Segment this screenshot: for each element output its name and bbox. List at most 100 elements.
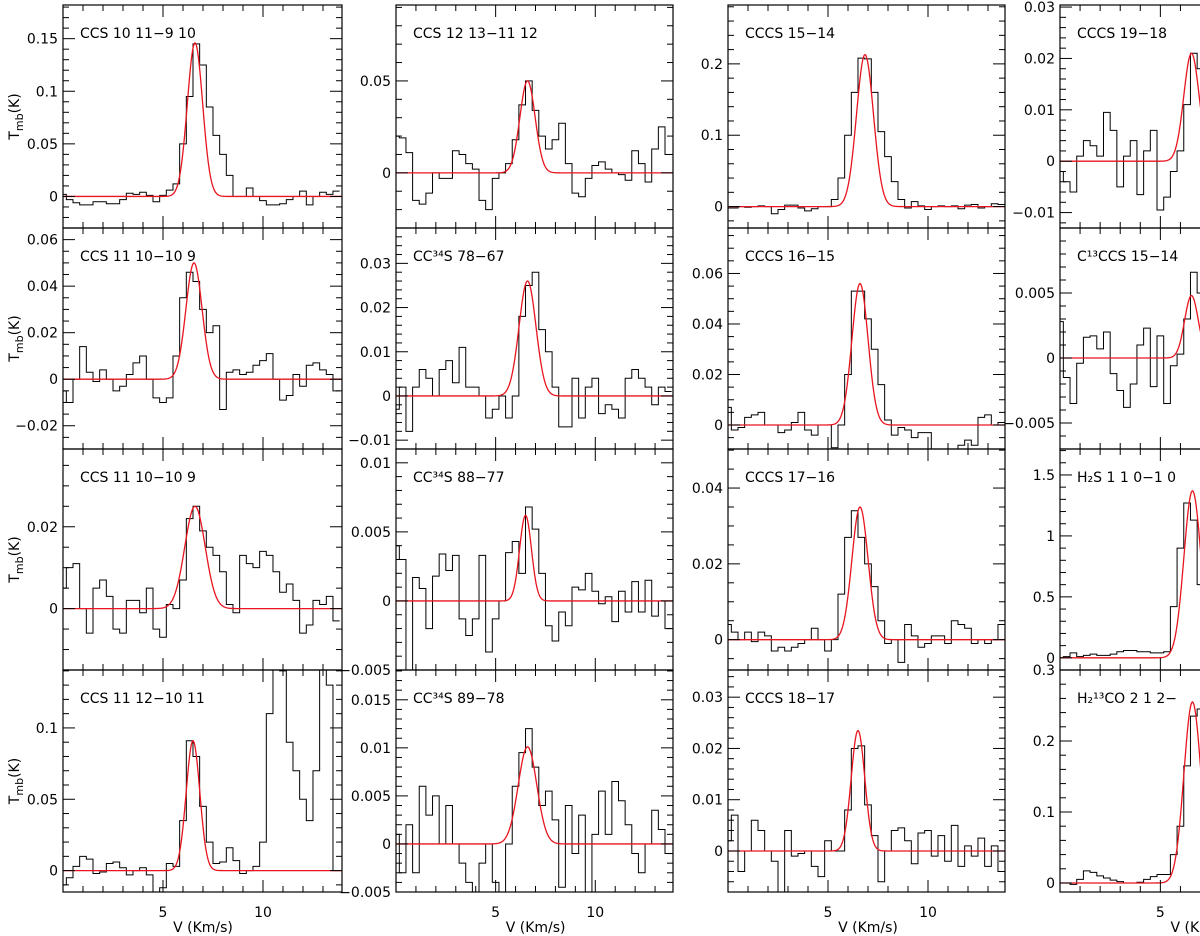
y-tick-label: 0: [49, 864, 58, 880]
spectrum-panel: −0.005 0 0.005 0.01 CC³⁴S 88−77: [339, 448, 674, 679]
observed-spectrum-line: [63, 505, 340, 638]
panel-title: CCCS 18−17: [745, 691, 835, 707]
spectrum-panel: −0.01 0 0.01 0.02 0.03 CCCS 19−18: [1012, 0, 1200, 229]
x-axis-title: V (Km/s): [506, 920, 566, 936]
observed-spectrum-line: [728, 57, 1005, 215]
y-tick-label: 1: [1046, 529, 1055, 545]
panel-grid: 00.050.10.15 CCS 10 11−9 10Tmb(K)−0.0200.…: [7, 0, 1200, 936]
panel-title: CCS 11 10−10 9: [80, 470, 196, 486]
y-tick-label: 0.02: [692, 741, 723, 757]
panel-title: CCCS 17−16: [745, 470, 835, 486]
x-tick-label: 5: [1156, 905, 1165, 921]
plot-area: [1060, 701, 1200, 885]
gaussian-fit-line: [63, 42, 342, 198]
y-tick-label: 0.1: [36, 721, 58, 737]
panel-title: CCCS 19−18: [1077, 26, 1167, 42]
y-tick-label: 0.02: [1024, 51, 1055, 67]
y-tick-label: 0.03: [1024, 0, 1055, 16]
x-axis-title: V (Km/s): [838, 920, 898, 936]
y-tick-label: 0: [382, 594, 391, 610]
plot-area: [728, 53, 1005, 215]
panel-title: CCS 10 11−9 10: [80, 26, 196, 42]
observed-spectrum-line: [1060, 271, 1200, 408]
y-tick-label: 0.01: [360, 456, 391, 472]
spectrum-panel: −0.01 0 0.01 0.02 0.03 CC³⁴S 78−67: [348, 227, 674, 450]
plot-area: [728, 282, 1005, 449]
plot-area: [1060, 271, 1200, 408]
panel-title: H₂¹³CO 2 1 2−: [1077, 691, 1177, 707]
y-tick-label: 0.15: [27, 32, 58, 48]
spectrum-panel: 0 0.5 1 1.5 H₂S 1 1 0−1 0: [1033, 448, 1200, 671]
gaussian-fit-line: [63, 262, 342, 380]
y-tick-label: 0.01: [360, 345, 391, 361]
plot-area: [396, 728, 673, 892]
observed-spectrum-line: [396, 506, 672, 670]
gaussian-fit-line: [1060, 489, 1200, 659]
observed-spectrum-line: [1060, 708, 1200, 885]
y-tick-label: 0.02: [692, 557, 723, 573]
y-tick-label: 0.015: [351, 693, 391, 709]
x-axis-title: V (Km/s): [173, 920, 233, 936]
y-tick-label: 0: [714, 844, 723, 860]
y-tick-label: 0: [714, 633, 723, 649]
spectrum-panel: 0 0.01 0.02 0.03 CCCS 18−17 5 10 V (Km/s): [692, 669, 1006, 936]
observed-spectrum-line: [728, 510, 1005, 663]
x-tick-label: 10: [254, 905, 272, 921]
spectrum-panel: −0.005 0 0.005 0.01 0.015 CC³⁴S 89−78 5 10 V (Km…: [339, 669, 674, 936]
y-tick-label: −0.005: [339, 663, 391, 679]
y-tick-label: 0.04: [692, 317, 723, 333]
y-tick-label: 0: [714, 418, 723, 434]
panel-title: CCCS 15−14: [745, 26, 835, 42]
y-tick-label: 0.005: [351, 525, 391, 541]
spectrum-panel: −0.005 0 0.005 C¹³CCS 15−14: [1003, 227, 1200, 450]
observed-spectrum-line: [1060, 52, 1200, 211]
panel-title: CCS 11 12−10 11: [80, 691, 205, 707]
panel-title: CC³⁴S 89−78: [413, 691, 504, 707]
x-tick-label: 10: [586, 905, 604, 921]
spectrum-panel: 0 0.02 CCS 11 10−10 9 Tmb(K): [7, 448, 343, 671]
y-tick-label: 0: [1046, 876, 1055, 892]
y-axis-title: Tmb(K): [7, 315, 26, 362]
y-tick-label: 0: [49, 602, 58, 618]
y-tick-label: 0.05: [27, 792, 58, 808]
plot-area: [63, 505, 342, 638]
y-axis-title: Tmb(K): [7, 536, 26, 583]
y-tick-label: 0.005: [351, 789, 391, 805]
x-tick-label: 5: [824, 905, 833, 921]
plot-area: [63, 262, 342, 410]
y-tick-label: 0: [382, 837, 391, 853]
plot-area: [63, 670, 342, 892]
observed-spectrum-line: [728, 290, 1005, 449]
y-tick-label: 0.1: [1033, 805, 1055, 821]
y-tick-label: 0.02: [360, 301, 391, 317]
observed-spectrum-line: [728, 745, 1005, 892]
y-tick-label: 0.02: [692, 367, 723, 383]
panel-frame: [395, 669, 674, 893]
gaussian-fit-line: [728, 506, 1005, 641]
observed-spectrum-line: [396, 80, 672, 211]
gaussian-fit-line: [396, 80, 673, 174]
y-tick-label: 0.2: [1033, 734, 1055, 750]
y-tick-label: 0.01: [1024, 103, 1055, 119]
y-tick-label: 0: [1046, 154, 1055, 170]
plot-area: [728, 506, 1005, 663]
plot-area: [396, 80, 673, 211]
plot-area: [396, 271, 673, 432]
spectrum-panel: 0 0.02 0.04 CCCS 17−16: [692, 448, 1006, 671]
panel-title: H₂S 1 1 0−1 0: [1077, 470, 1176, 486]
y-tick-label: −0.01: [348, 433, 391, 449]
y-tick-label: 0: [49, 189, 58, 205]
spectrum-panel: −0.02 0 0.02 0.04 0.06 CCS 11 10−10 9 Tmb(K): [7, 227, 343, 450]
observed-spectrum-line: [1060, 502, 1200, 659]
gaussian-fit-line: [1060, 295, 1200, 359]
y-tick-label: 0.005: [1015, 286, 1055, 302]
x-tick-label: 5: [159, 905, 168, 921]
y-tick-label: −0.005: [1003, 416, 1055, 432]
y-tick-label: 0.05: [27, 137, 58, 153]
panel-title: CC³⁴S 88−77: [413, 470, 504, 486]
y-tick-label: 0: [1046, 651, 1055, 667]
y-tick-label: 0.04: [692, 481, 723, 497]
panel-frame: [727, 669, 1006, 893]
y-tick-label: −0.01: [1012, 206, 1055, 222]
